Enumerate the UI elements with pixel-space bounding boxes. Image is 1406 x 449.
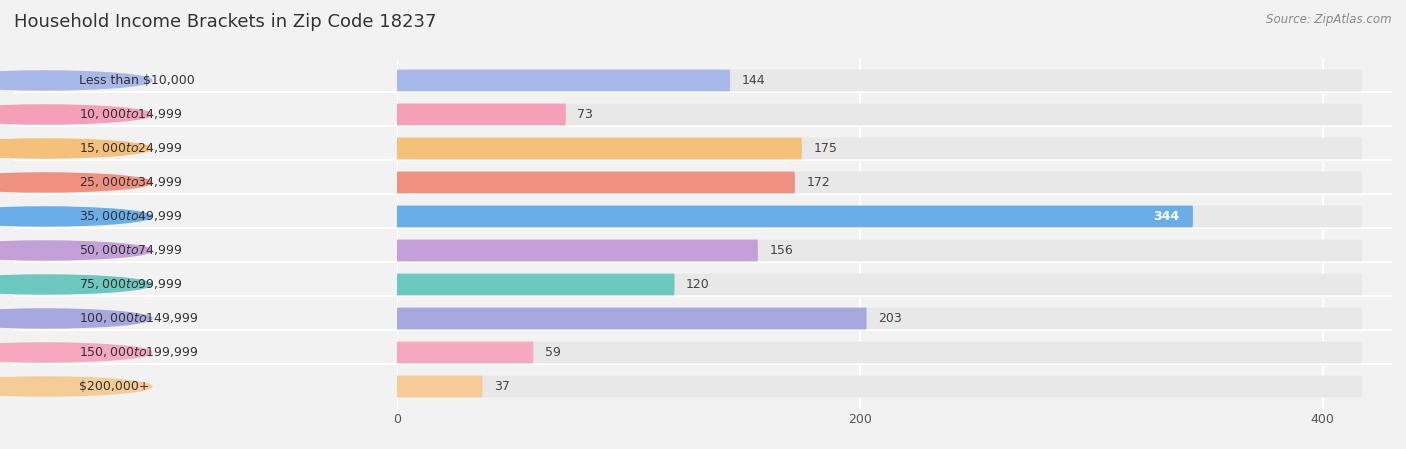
- Circle shape: [0, 309, 152, 328]
- Text: 203: 203: [879, 312, 901, 325]
- Text: 144: 144: [741, 74, 765, 87]
- FancyBboxPatch shape: [396, 342, 1362, 363]
- Circle shape: [0, 241, 152, 260]
- FancyBboxPatch shape: [396, 172, 1362, 194]
- FancyBboxPatch shape: [396, 273, 1362, 295]
- Text: 59: 59: [546, 346, 561, 359]
- FancyBboxPatch shape: [396, 206, 1192, 227]
- FancyBboxPatch shape: [396, 70, 730, 91]
- Circle shape: [0, 105, 152, 124]
- Text: 37: 37: [494, 380, 510, 393]
- Circle shape: [0, 139, 152, 158]
- Text: $10,000 to $14,999: $10,000 to $14,999: [79, 107, 183, 122]
- FancyBboxPatch shape: [396, 137, 801, 159]
- FancyBboxPatch shape: [396, 376, 482, 397]
- Text: $100,000 to $149,999: $100,000 to $149,999: [79, 312, 198, 326]
- Text: $35,000 to $49,999: $35,000 to $49,999: [79, 210, 183, 224]
- FancyBboxPatch shape: [396, 137, 1362, 159]
- FancyBboxPatch shape: [396, 206, 1362, 227]
- Text: $75,000 to $99,999: $75,000 to $99,999: [79, 277, 183, 291]
- Text: Household Income Brackets in Zip Code 18237: Household Income Brackets in Zip Code 18…: [14, 13, 436, 31]
- Text: $150,000 to $199,999: $150,000 to $199,999: [79, 345, 198, 360]
- Circle shape: [0, 343, 152, 362]
- Circle shape: [0, 377, 152, 396]
- Text: $15,000 to $24,999: $15,000 to $24,999: [79, 141, 183, 155]
- FancyBboxPatch shape: [396, 70, 1362, 91]
- FancyBboxPatch shape: [396, 308, 1362, 330]
- FancyBboxPatch shape: [396, 104, 1362, 125]
- Text: 344: 344: [1153, 210, 1180, 223]
- FancyBboxPatch shape: [396, 240, 1362, 261]
- Text: 172: 172: [807, 176, 830, 189]
- Text: $25,000 to $34,999: $25,000 to $34,999: [79, 176, 183, 189]
- Circle shape: [0, 71, 152, 90]
- Text: Source: ZipAtlas.com: Source: ZipAtlas.com: [1267, 13, 1392, 26]
- Text: $200,000+: $200,000+: [79, 380, 149, 393]
- Text: 73: 73: [578, 108, 593, 121]
- Circle shape: [0, 207, 152, 226]
- Text: $50,000 to $74,999: $50,000 to $74,999: [79, 243, 183, 257]
- FancyBboxPatch shape: [396, 104, 565, 125]
- FancyBboxPatch shape: [396, 172, 794, 194]
- Text: Less than $10,000: Less than $10,000: [79, 74, 195, 87]
- Text: 175: 175: [814, 142, 837, 155]
- FancyBboxPatch shape: [396, 240, 758, 261]
- Circle shape: [0, 275, 152, 294]
- Text: 120: 120: [686, 278, 710, 291]
- FancyBboxPatch shape: [396, 342, 533, 363]
- FancyBboxPatch shape: [396, 273, 675, 295]
- Circle shape: [0, 173, 152, 192]
- FancyBboxPatch shape: [396, 376, 1362, 397]
- Text: 156: 156: [769, 244, 793, 257]
- FancyBboxPatch shape: [396, 308, 866, 330]
